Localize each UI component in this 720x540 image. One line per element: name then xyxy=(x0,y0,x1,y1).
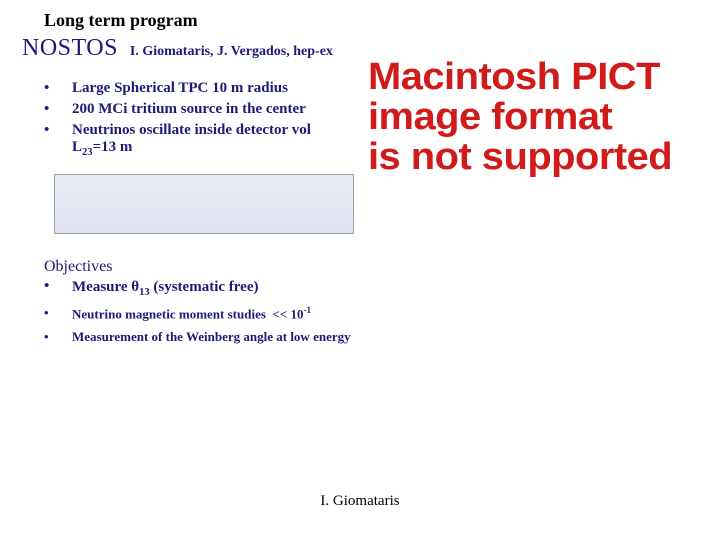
formula-placeholder xyxy=(54,174,354,234)
bullet-dot-icon: • xyxy=(44,329,72,345)
bullet-text: Measurement of the Weinberg angle at low… xyxy=(72,329,414,345)
list-item: • Measure θ13 (systematic free) xyxy=(44,278,414,299)
pict-line: Macintosh PICT xyxy=(368,58,720,98)
pict-line: is not supported xyxy=(368,138,720,178)
bullet-dot-icon: • xyxy=(44,305,72,321)
project-name: NOSTOS xyxy=(22,35,118,62)
bullet-dot-icon: • xyxy=(44,122,72,139)
bullet-dot-icon: • xyxy=(44,101,72,118)
bullet-dot-icon: • xyxy=(44,80,72,97)
authors: I. Giomataris, J. Vergados, hep-ex xyxy=(130,44,333,60)
slide: Long term program NOSTOS I. Giomataris, … xyxy=(0,0,720,540)
list-item: • Neutrino magnetic moment studies << 10… xyxy=(44,305,414,323)
footer-author: I. Giomataris xyxy=(0,493,720,510)
page-title: Long term program xyxy=(44,10,698,31)
pict-line: image format xyxy=(368,98,720,138)
missing-image-placeholder: Macintosh PICT image format is not suppo… xyxy=(368,58,708,348)
bullet-text: Measure θ13 (systematic free) xyxy=(72,278,414,299)
bullet-text: Neutrino magnetic moment studies << 10-1 xyxy=(72,305,414,323)
bullet-dot-icon: • xyxy=(44,278,72,295)
list-item: • Measurement of the Weinberg angle at l… xyxy=(44,329,414,345)
